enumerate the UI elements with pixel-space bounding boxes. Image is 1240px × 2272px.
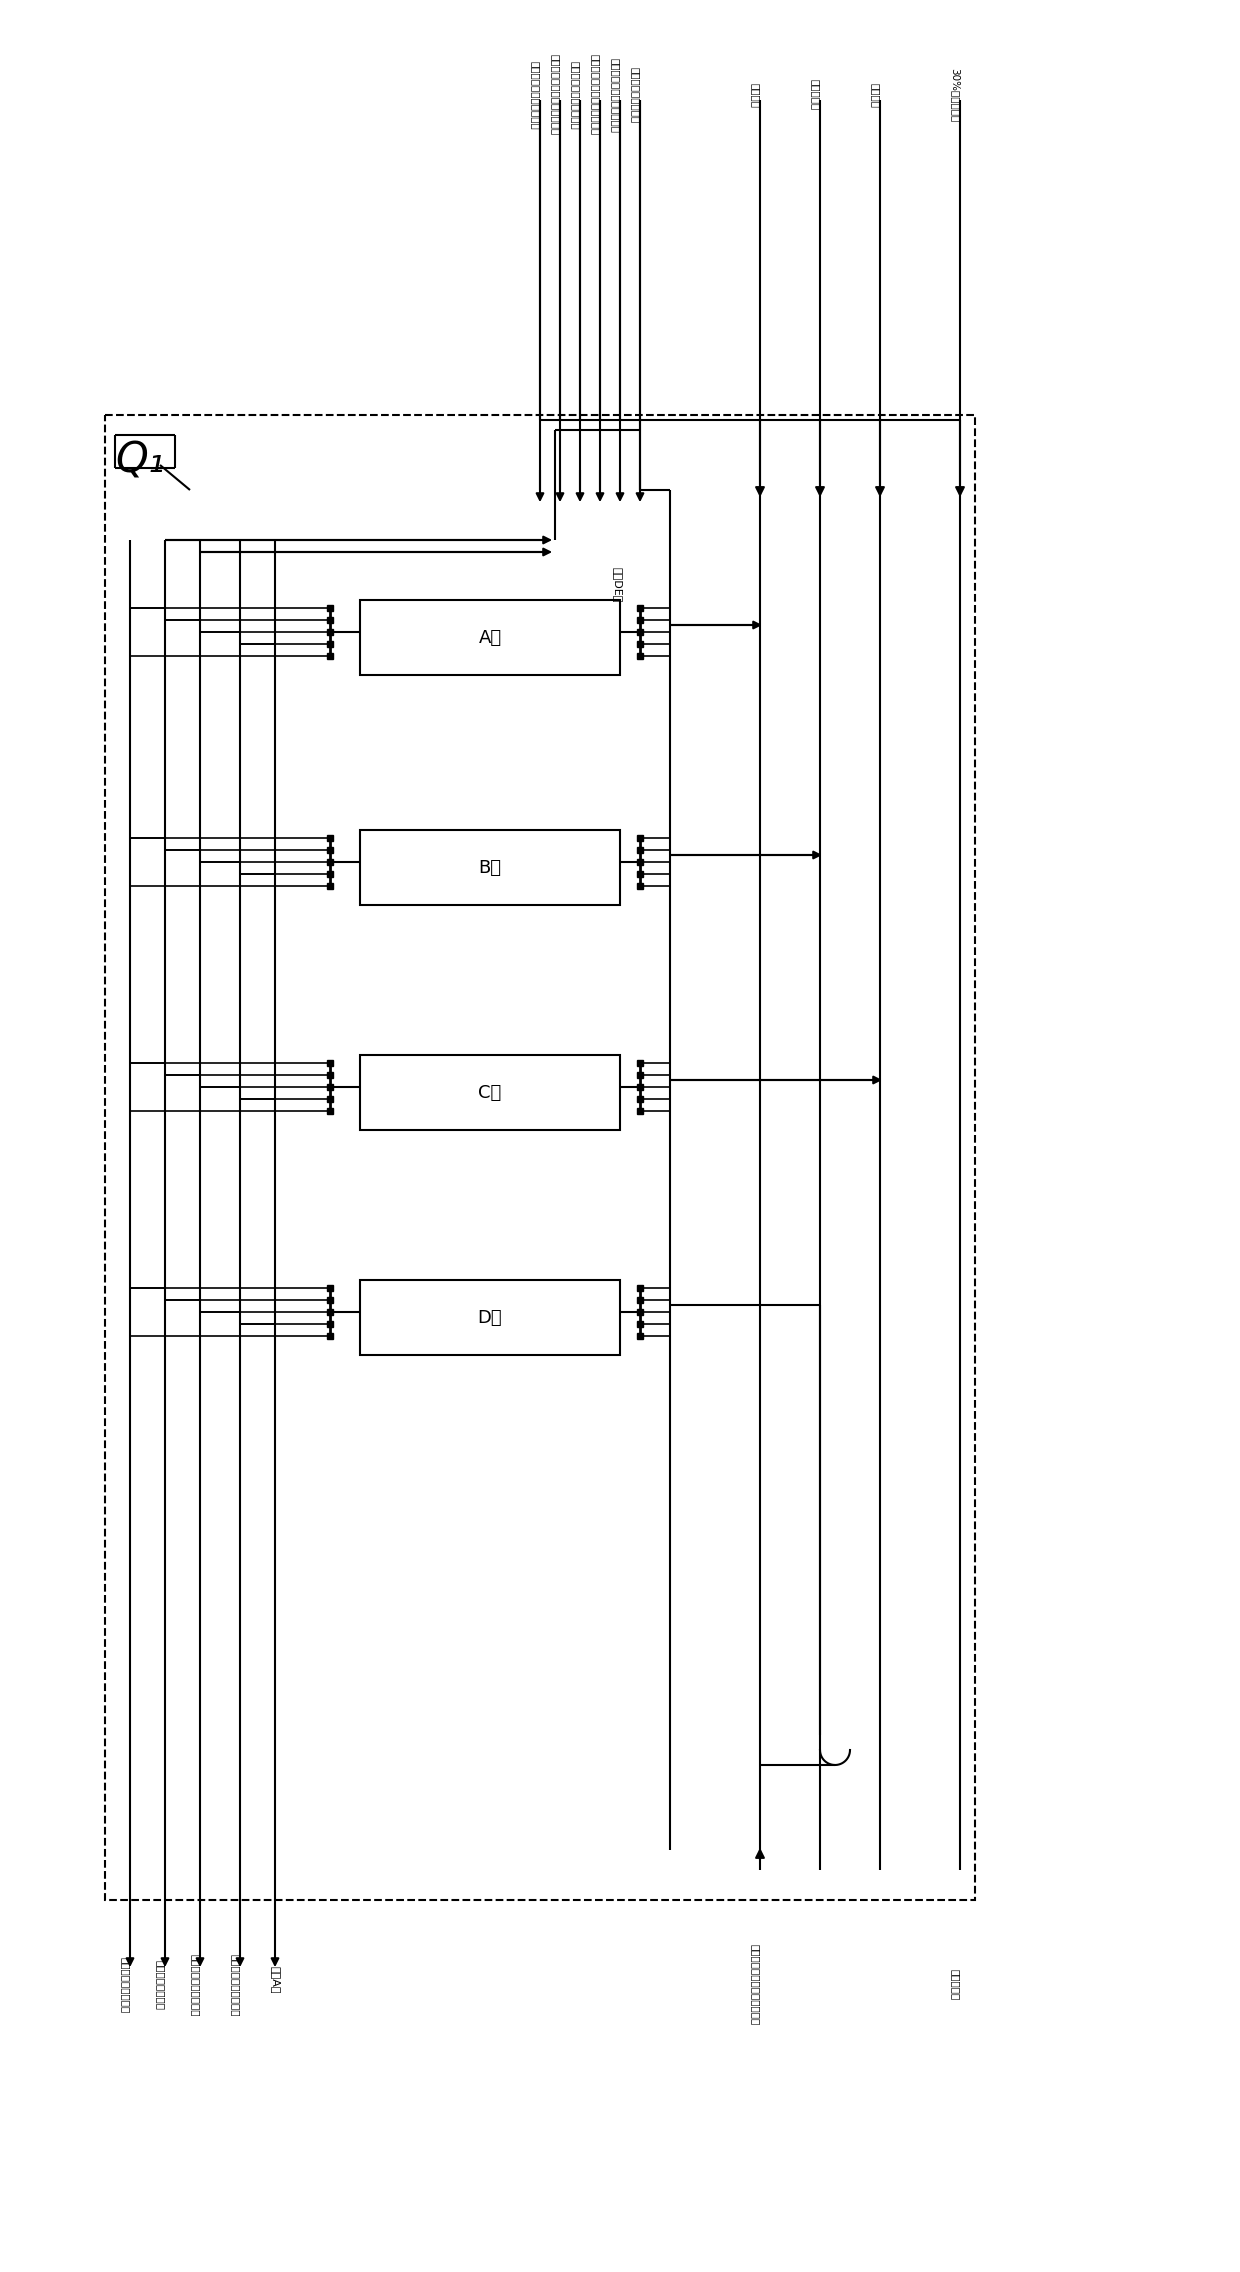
Text: 蒸发器各效能段采气口气体: 蒸发器各效能段采气口气体 bbox=[610, 57, 620, 132]
Text: A站: A站 bbox=[479, 629, 501, 648]
Bar bbox=[360, 829, 620, 904]
Bar bbox=[360, 1279, 620, 1354]
Bar bbox=[360, 1054, 620, 1129]
Text: 蒸发器二效分采气口气体: 蒸发器二效分采气口气体 bbox=[570, 61, 580, 130]
Text: 蒸发系统冷凝器出口气体: 蒸发系统冷凝器出口气体 bbox=[529, 61, 539, 130]
Text: 未回A站: 未回A站 bbox=[270, 1965, 280, 1995]
Text: 酸水目标: 酸水目标 bbox=[870, 82, 880, 107]
Text: 蒸发器尾气出口气体: 蒸发器尾气出口气体 bbox=[630, 66, 640, 123]
Text: D站: D站 bbox=[477, 1309, 502, 1327]
Text: 30%酸、水目标: 30%酸、水目标 bbox=[950, 68, 960, 123]
Text: 未回用蒸发段气体: 未回用蒸发段气体 bbox=[155, 1961, 165, 2011]
Text: 未回酸目标: 未回酸目标 bbox=[950, 1970, 960, 2002]
Text: 冷凝水目标: 冷凝水目标 bbox=[810, 80, 820, 111]
Text: 蒸发器一效分冷凝水入口氟气: 蒸发器一效分冷凝水入口氟气 bbox=[590, 55, 600, 136]
Text: B站: B站 bbox=[479, 859, 501, 877]
Text: 未回用的各效能段气体: 未回用的各效能段气体 bbox=[229, 1954, 241, 2015]
Bar bbox=[360, 600, 620, 675]
Text: C站: C站 bbox=[479, 1084, 502, 1102]
Text: 尾气处理: 尾气处理 bbox=[750, 82, 760, 107]
Text: 未回蒸发段超拥拤酸酸度目标: 未回蒸发段超拥拤酸酸度目标 bbox=[750, 1945, 760, 2027]
Text: 未回用的冷凝系统气体: 未回用的冷凝系统气体 bbox=[190, 1954, 200, 2015]
Bar bbox=[105, 416, 975, 1899]
Text: 蒸发系统各效能段采气口气体: 蒸发系统各效能段采气口气体 bbox=[551, 55, 560, 136]
Text: 未回用的蒸发段气体: 未回用的蒸发段气体 bbox=[120, 1956, 130, 2013]
Text: Q₁: Q₁ bbox=[115, 438, 165, 482]
Text: 来自DE站: 来自DE站 bbox=[613, 568, 622, 602]
